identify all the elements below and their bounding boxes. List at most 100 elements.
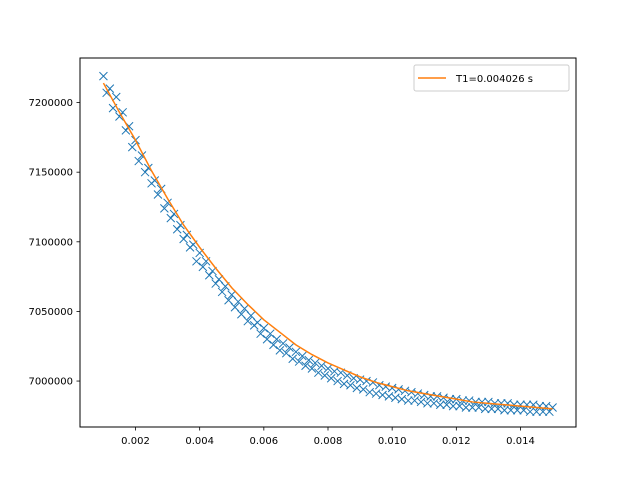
scatter-point [237,309,246,319]
scatter-point [423,398,432,408]
scatter-point [317,361,326,371]
scatter-point [233,297,243,307]
scatter-point [102,88,111,98]
x-axis: 0.002 0.004 0.006 0.008 0.010 0.012 0.014 [121,427,535,447]
scatter-point [243,316,253,326]
scatter-point [179,234,188,244]
scatter-point [172,224,182,234]
scatter-point [256,329,265,339]
scatter-point [275,346,285,355]
scatter-point [477,397,487,407]
scatter-point [118,107,128,117]
scatter-point [169,209,179,219]
scatter-point [246,311,256,320]
x-tick-label: 0.010 [378,436,407,447]
y-tick-label: 7100000 [28,237,73,248]
fit-series [102,82,553,410]
scatter-point [301,361,310,371]
scatter-point [211,279,221,288]
x-tick-label: 0.002 [121,436,150,447]
scatter-point [115,112,124,121]
scatter-point [323,364,333,373]
x-tick-label: 0.012 [442,436,471,447]
scatter-point [269,340,278,350]
scatter-point [281,348,291,358]
legend-label: T1=0.004026 s [455,74,533,85]
scatter-point [333,376,342,386]
scatter-point [253,318,262,327]
scatter-point [192,256,201,266]
scatter-point [291,347,301,357]
scatter-point [403,396,413,405]
x-tick-label: 0.014 [506,436,535,447]
scatter-point [240,304,249,313]
scatter-point [516,400,525,410]
scatter-point [163,198,172,208]
scatter-point [445,394,455,404]
scatter-point [278,339,288,348]
scatter-point [204,270,214,280]
scatter-point [307,364,317,373]
scatter-point [230,302,240,312]
scatter-point [506,405,516,415]
scatter-point [262,334,272,344]
scatter-point [358,385,368,394]
scatter-point [525,407,535,417]
scatter-point [176,220,185,230]
scatter-point [153,190,163,199]
scatter-point [259,323,269,333]
x-tick-label: 0.004 [185,436,214,447]
scatter-point [468,403,477,412]
scatter-point [99,71,108,81]
scatter-point [198,262,208,272]
scatter-point [326,373,336,383]
scatter-series [99,71,557,417]
scatter-point [535,401,545,411]
scatter-point [310,358,320,368]
scatter-point [435,400,445,410]
scatter-point [297,351,307,361]
scatter-point [509,400,519,410]
scatter-point [320,371,330,380]
scatter-point [265,329,275,339]
scatter-point [548,403,557,412]
scatter-point [346,380,355,390]
scatter-point [496,398,506,408]
scatter-point [227,290,237,300]
scatter-point [512,405,522,415]
scatter-point [224,295,233,305]
y-axis: 7000000 7050000 7100000 7150000 7200000 [28,98,80,388]
scatter-point [288,354,298,364]
scatter-point [294,357,304,366]
scatter-point [150,176,160,185]
scatter-point [532,407,541,417]
scatter-point [217,287,227,297]
scatter-point [134,156,144,166]
plot-area [80,58,576,427]
y-tick-label: 7200000 [28,98,73,109]
x-tick-label: 0.006 [250,436,279,447]
scatter-point [127,142,137,152]
scatter-point [461,403,471,412]
scatter-point [140,167,150,177]
scatter-point [314,368,323,378]
x-tick-label: 0.008 [314,436,343,447]
scatter-point [448,401,458,411]
legend: T1=0.004026 s [413,64,570,92]
scatter-point [166,213,176,223]
scatter-point [500,405,509,415]
scatter-point [214,275,224,284]
scatter-point [272,334,282,344]
scatter-point [285,343,294,352]
legend-frame [413,64,570,92]
y-tick-label: 7050000 [28,307,73,318]
y-tick-label: 7000000 [28,377,73,388]
fit-line [102,82,553,410]
scatter-point [480,404,490,414]
scatter-point [304,355,314,365]
y-tick-label: 7150000 [28,168,73,179]
scatter-point [160,204,169,213]
scatter-point [111,92,121,102]
scatter-point [487,404,496,414]
